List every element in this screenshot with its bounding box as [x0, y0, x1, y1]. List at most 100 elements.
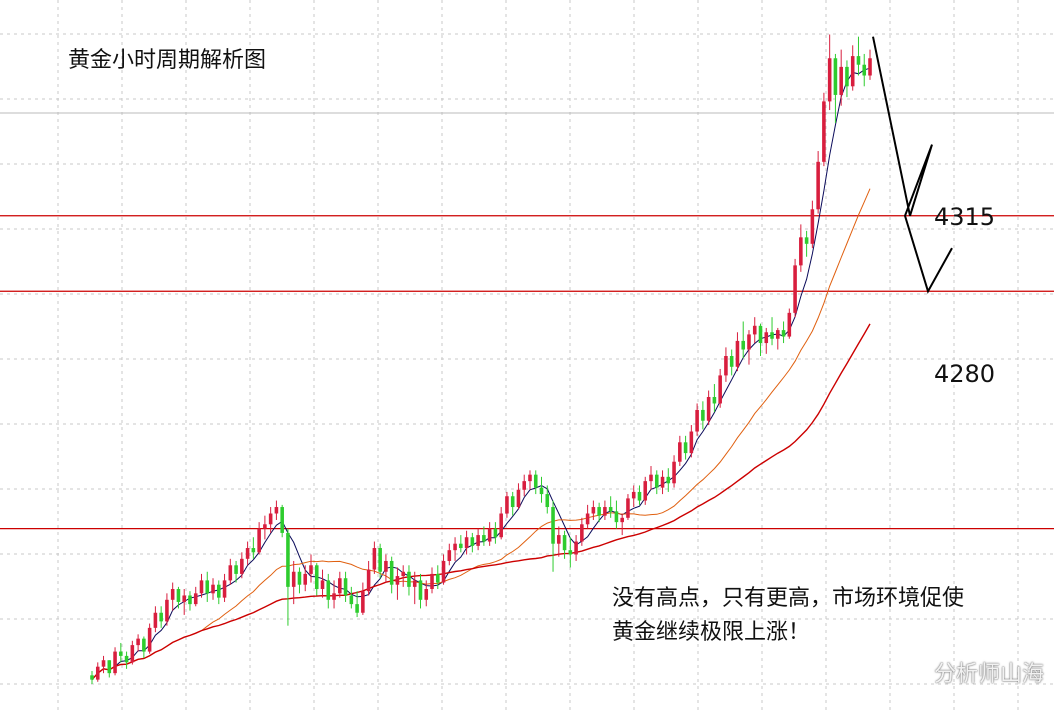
- level-lines: [0, 215, 1054, 530]
- candle-body: [741, 340, 746, 350]
- candle-body: [199, 580, 204, 594]
- candle-body: [816, 161, 820, 210]
- annotation-line-1: 没有高点，只有更高，市场环境促使: [612, 586, 965, 611]
- candle-body: [176, 589, 181, 602]
- candle-body: [107, 660, 112, 674]
- moving-averages: [91, 67, 871, 681]
- candle-body: [678, 442, 682, 462]
- candle-body: [660, 476, 665, 488]
- candle-body: [297, 571, 302, 585]
- candle-body: [580, 524, 584, 542]
- candle-body: [747, 334, 751, 350]
- candle-body: [343, 578, 348, 596]
- candle-body: [459, 543, 463, 549]
- candle-body: [124, 655, 129, 663]
- candle-body: [672, 461, 676, 484]
- candle-body: [603, 507, 607, 516]
- candle-body: [280, 507, 284, 533]
- candlesticks: [90, 34, 872, 684]
- candle-body: [222, 580, 227, 598]
- candle-body: [142, 638, 146, 652]
- candle-body: [274, 507, 279, 514]
- candle-body: [193, 593, 198, 605]
- chart-annotation: 没有高点，只有更高，市场环境促使 黄金继续极限上涨！: [612, 582, 964, 650]
- candle-body: [205, 580, 210, 594]
- candle-body: [147, 627, 152, 652]
- candle-body: [626, 498, 630, 518]
- candle-body: [366, 569, 371, 592]
- candle-body: [314, 565, 319, 590]
- candle-body: [493, 528, 498, 538]
- candle-body: [776, 330, 780, 339]
- candle-body: [245, 548, 250, 559]
- candle-body: [130, 645, 135, 663]
- candle-body: [666, 476, 671, 484]
- candle-body: [424, 589, 429, 600]
- candle-body: [729, 356, 734, 367]
- candle-body: [487, 528, 492, 542]
- annotation-line-2: 黄金继续极限上涨！: [612, 620, 811, 645]
- candle-body: [234, 565, 238, 574]
- candle-body: [643, 481, 648, 501]
- candle-body: [153, 612, 158, 628]
- candle-body: [499, 513, 503, 538]
- candle-body: [614, 511, 619, 523]
- watermark: 分析师山海: [933, 662, 1044, 687]
- candle-body: [182, 595, 186, 602]
- candle-body: [683, 442, 688, 454]
- candle-body: [804, 237, 809, 244]
- candle-body: [470, 537, 475, 546]
- candle-body: [418, 580, 423, 600]
- candle-body: [528, 474, 532, 482]
- candle-body: [597, 507, 601, 516]
- candle-body: [412, 580, 417, 587]
- candle-body: [568, 550, 573, 555]
- candle-body: [770, 332, 774, 339]
- candle-body: [349, 595, 354, 605]
- candle-body: [303, 573, 308, 585]
- candle-body: [188, 595, 192, 605]
- candle-body: [338, 578, 342, 594]
- candle-body: [170, 589, 175, 600]
- level-label-lower: 4280: [934, 360, 996, 388]
- candle-body: [159, 612, 163, 622]
- candle-body: [291, 571, 296, 587]
- candle-body: [90, 675, 94, 680]
- candle-body: [378, 548, 382, 572]
- candle-body: [562, 535, 567, 551]
- candle-body: [833, 58, 838, 95]
- ma-mid-line: [91, 188, 871, 680]
- candle-body: [695, 409, 699, 432]
- candle-body: [793, 265, 797, 313]
- candle-body: [522, 481, 527, 490]
- candle-body: [476, 535, 480, 546]
- candle-body: [758, 325, 763, 344]
- candle-body: [136, 638, 140, 646]
- candle-body: [781, 330, 786, 337]
- chart-title: 黄金小时周期解析图: [68, 48, 267, 73]
- candle-body: [539, 487, 544, 495]
- candle-body: [585, 513, 590, 525]
- candle-body: [712, 396, 717, 404]
- candle-body: [355, 604, 359, 613]
- candle-body: [516, 489, 521, 508]
- candle-body: [372, 548, 377, 570]
- candle-body: [718, 375, 722, 404]
- candle-body: [453, 543, 457, 551]
- candle-body: [332, 593, 336, 600]
- candle-body: [384, 560, 388, 572]
- candle-body: [850, 56, 855, 87]
- candle-body: [701, 409, 705, 421]
- candle-body: [620, 517, 624, 523]
- candle-body: [724, 356, 728, 376]
- candle-body: [862, 64, 867, 76]
- candle-body: [654, 474, 659, 488]
- candle-body: [251, 548, 256, 553]
- candle-body: [263, 524, 267, 529]
- candle-body: [649, 474, 653, 482]
- candle-body: [505, 496, 509, 514]
- candle-body: [401, 571, 405, 577]
- candle-body: [591, 507, 596, 514]
- candle-body: [868, 58, 872, 76]
